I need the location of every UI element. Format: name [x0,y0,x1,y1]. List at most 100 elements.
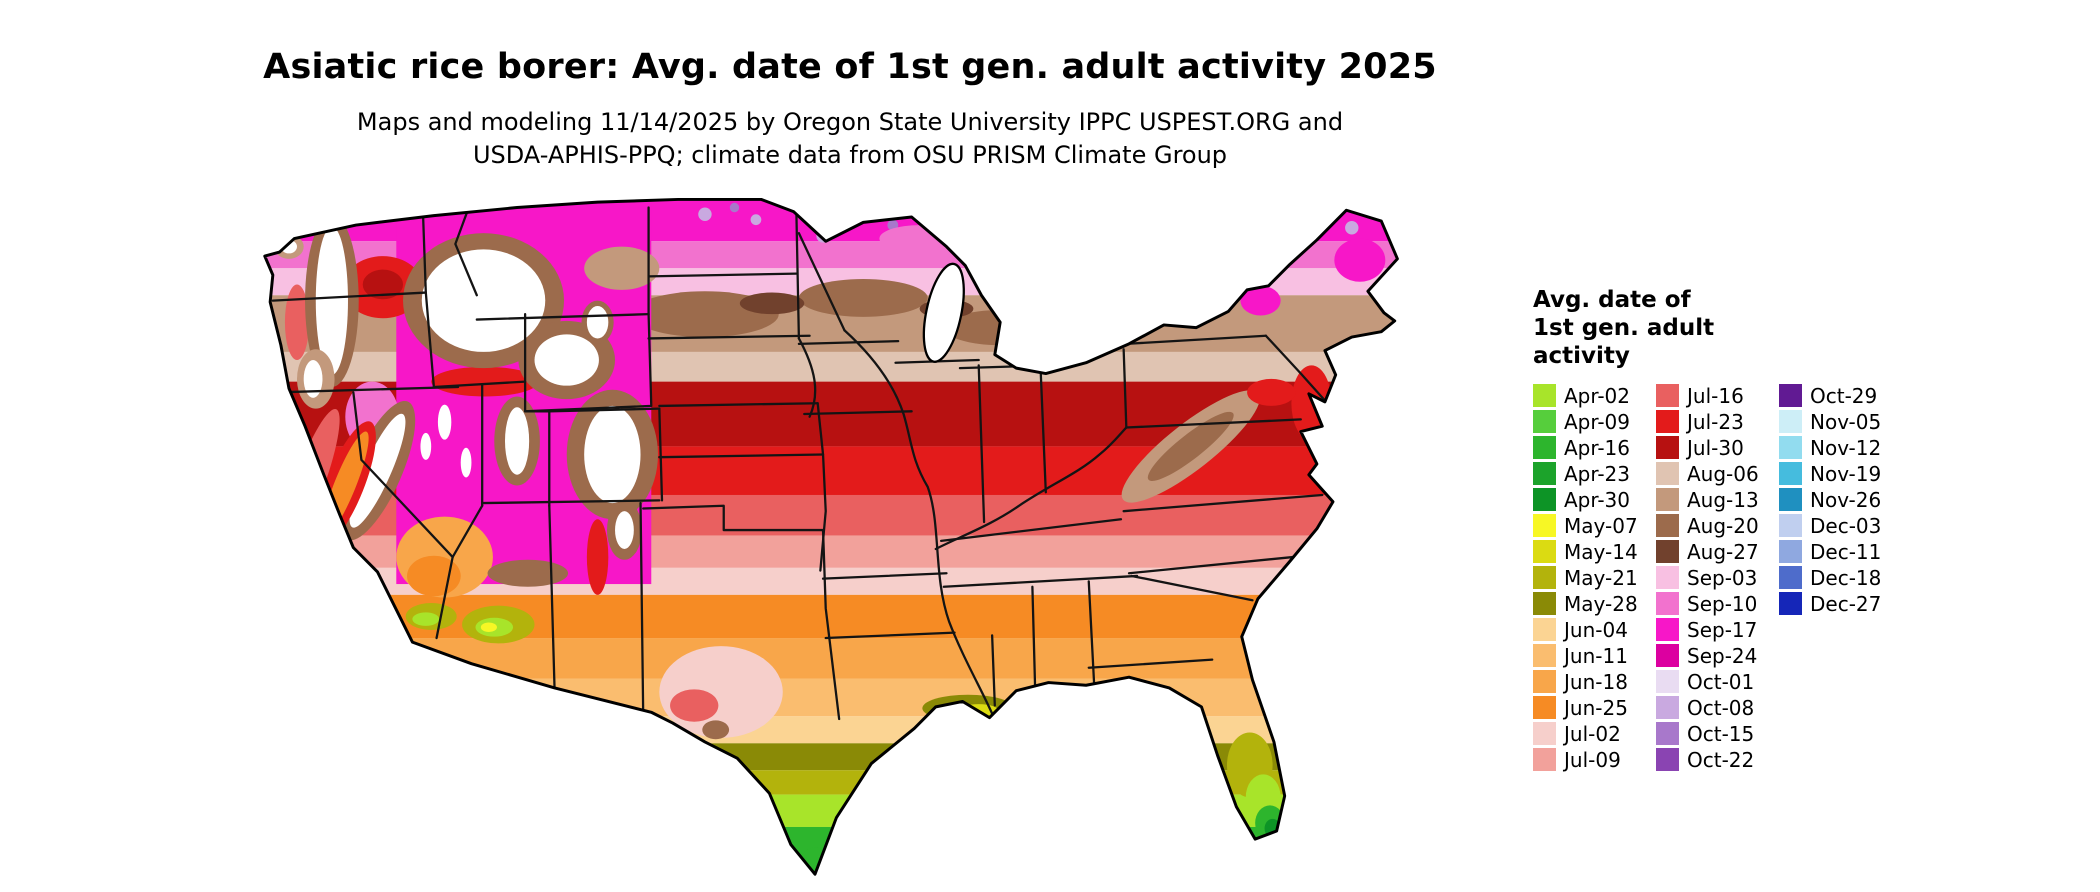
legend-color-swatch [1533,384,1556,408]
legend-color-swatch [1779,410,1802,434]
legend-color-swatch [1779,436,1802,460]
legend-color-swatch [1779,462,1802,486]
legend-color-swatch [1533,462,1556,486]
legend-entry: Apr-16 [1533,435,1642,460]
legend-entry: Oct-29 [1779,383,1888,408]
legend-entry-label: Sep-03 [1687,565,1758,590]
legend-entry: May-07 [1533,513,1642,538]
legend-entry: Jul-02 [1533,721,1642,746]
state-borders [271,202,1327,721]
legend-entry-label: Nov-19 [1810,461,1882,486]
legend-color-swatch [1533,696,1556,720]
legend-entry: Apr-02 [1533,383,1642,408]
legend-columns: Apr-02 Apr-09 Apr-16 Apr-23 Apr-30 May-07 May-… [1533,383,2078,772]
legend-entry: Apr-09 [1533,410,1642,434]
page-subtitle-line2: USDA-APHIS-PPQ; climate data from OSU PR… [472,141,1228,169]
legend-entry-label: Jul-30 [1687,435,1744,460]
legend-entry-label: Dec-18 [1810,565,1882,590]
legend-color-swatch [1779,384,1802,408]
legend-color-swatch [1656,566,1679,590]
legend-entry-label: May-07 [1564,513,1638,538]
legend-entry: Jun-18 [1533,669,1642,694]
legend-entry: Jul-23 [1656,409,1765,434]
legend-entry: Jun-25 [1533,696,1642,720]
legend-entry-label: Sep-10 [1687,591,1758,616]
legend-color-swatch [1779,566,1802,590]
legend-color-swatch [1656,436,1679,460]
legend-entry: Dec-11 [1779,539,1888,564]
legend-entry: Aug-13 [1656,487,1765,512]
legend-entry-label: Sep-17 [1687,617,1758,642]
legend-color-swatch [1656,540,1679,564]
legend-entry-label: Dec-27 [1810,591,1882,616]
legend-color-swatch [1533,514,1556,538]
legend-entry-label: Dec-11 [1810,539,1882,564]
legend-color-swatch [1779,540,1802,564]
legend-entry: Nov-12 [1779,435,1888,460]
legend-column: Apr-02 Apr-09 Apr-16 Apr-23 Apr-30 May-07 May-… [1533,383,1642,772]
us-outline [263,197,1399,876]
legend-color-swatch [1533,436,1556,460]
legend-entry: Nov-26 [1779,487,1888,512]
lake-michigan [922,262,965,363]
legend-color-swatch [1533,592,1556,616]
legend-color-swatch [1533,748,1556,772]
legend-title-line: 1st gen. adult [1533,315,1715,342]
legend-color-swatch [1656,670,1679,694]
legend: Avg. date of 1st gen. adult activity Apr… [1533,286,2078,772]
legend-entry: Apr-23 [1533,462,1642,486]
legend-entry-label: Jul-16 [1687,383,1744,408]
legend-entry: Jun-04 [1533,618,1642,642]
legend-color-swatch [1656,410,1679,434]
legend-color-swatch [1656,462,1679,486]
legend-entry: Sep-17 [1656,617,1765,642]
legend-color-swatch [1533,618,1556,642]
legend-entry-label: Oct-22 [1687,747,1755,772]
legend-entry-label: Aug-13 [1687,487,1759,512]
legend-entry: May-28 [1533,591,1642,616]
legend-color-swatch [1656,618,1679,642]
legend-entry: Dec-27 [1779,591,1888,616]
legend-entry: Dec-18 [1779,565,1888,590]
legend-entry-label: Jul-02 [1564,721,1621,746]
legend-color-swatch [1656,592,1679,616]
legend-entry: Oct-08 [1656,695,1765,720]
legend-entry-label: Aug-20 [1687,513,1759,538]
legend-title-line: activity [1533,343,1630,370]
legend-color-swatch [1533,722,1556,746]
legend-color-swatch [1656,644,1679,668]
legend-color-swatch [1533,566,1556,590]
legend-entry-label: May-28 [1564,591,1638,616]
legend-entry-label: Oct-08 [1687,695,1755,720]
legend-color-swatch [1656,488,1679,512]
legend-title-line: Avg. date of [1533,287,1691,313]
legend-entry-label: Jun-18 [1564,669,1628,694]
legend-entry-label: Nov-26 [1810,487,1882,512]
legend-color-swatch [1533,410,1556,434]
legend-entry-label: Apr-02 [1564,383,1630,408]
legend-entry-label: May-14 [1564,539,1638,564]
legend-entry-label: Jul-23 [1687,409,1744,434]
legend-entry: Aug-20 [1656,513,1765,538]
legend-entry-label: Nov-12 [1810,435,1882,460]
legend-entry: Jun-11 [1533,644,1642,668]
legend-entry: Aug-27 [1656,540,1765,564]
legend-entry: May-14 [1533,539,1642,564]
legend-entry: Oct-15 [1656,722,1765,746]
legend-color-swatch [1533,488,1556,512]
legend-entry: Aug-06 [1656,462,1765,486]
legend-entry: Dec-03 [1779,514,1888,538]
page-title: Asiatic rice borer: Avg. date of 1st gen… [263,47,1437,88]
legend-entry-label: Nov-05 [1810,409,1882,434]
legend-entry: Oct-01 [1656,670,1765,694]
legend-color-swatch [1779,592,1802,616]
legend-entry-label: Apr-16 [1564,435,1630,460]
legend-entry-label: Apr-30 [1564,487,1630,512]
legend-entry: Apr-30 [1533,487,1642,512]
legend-title: Avg. date of 1st gen. adult activity [1533,286,2078,370]
legend-entry: Oct-22 [1656,747,1765,772]
legend-entry-label: Oct-29 [1810,383,1878,408]
legend-entry: May-21 [1533,566,1642,590]
legend-color-swatch [1533,644,1556,668]
